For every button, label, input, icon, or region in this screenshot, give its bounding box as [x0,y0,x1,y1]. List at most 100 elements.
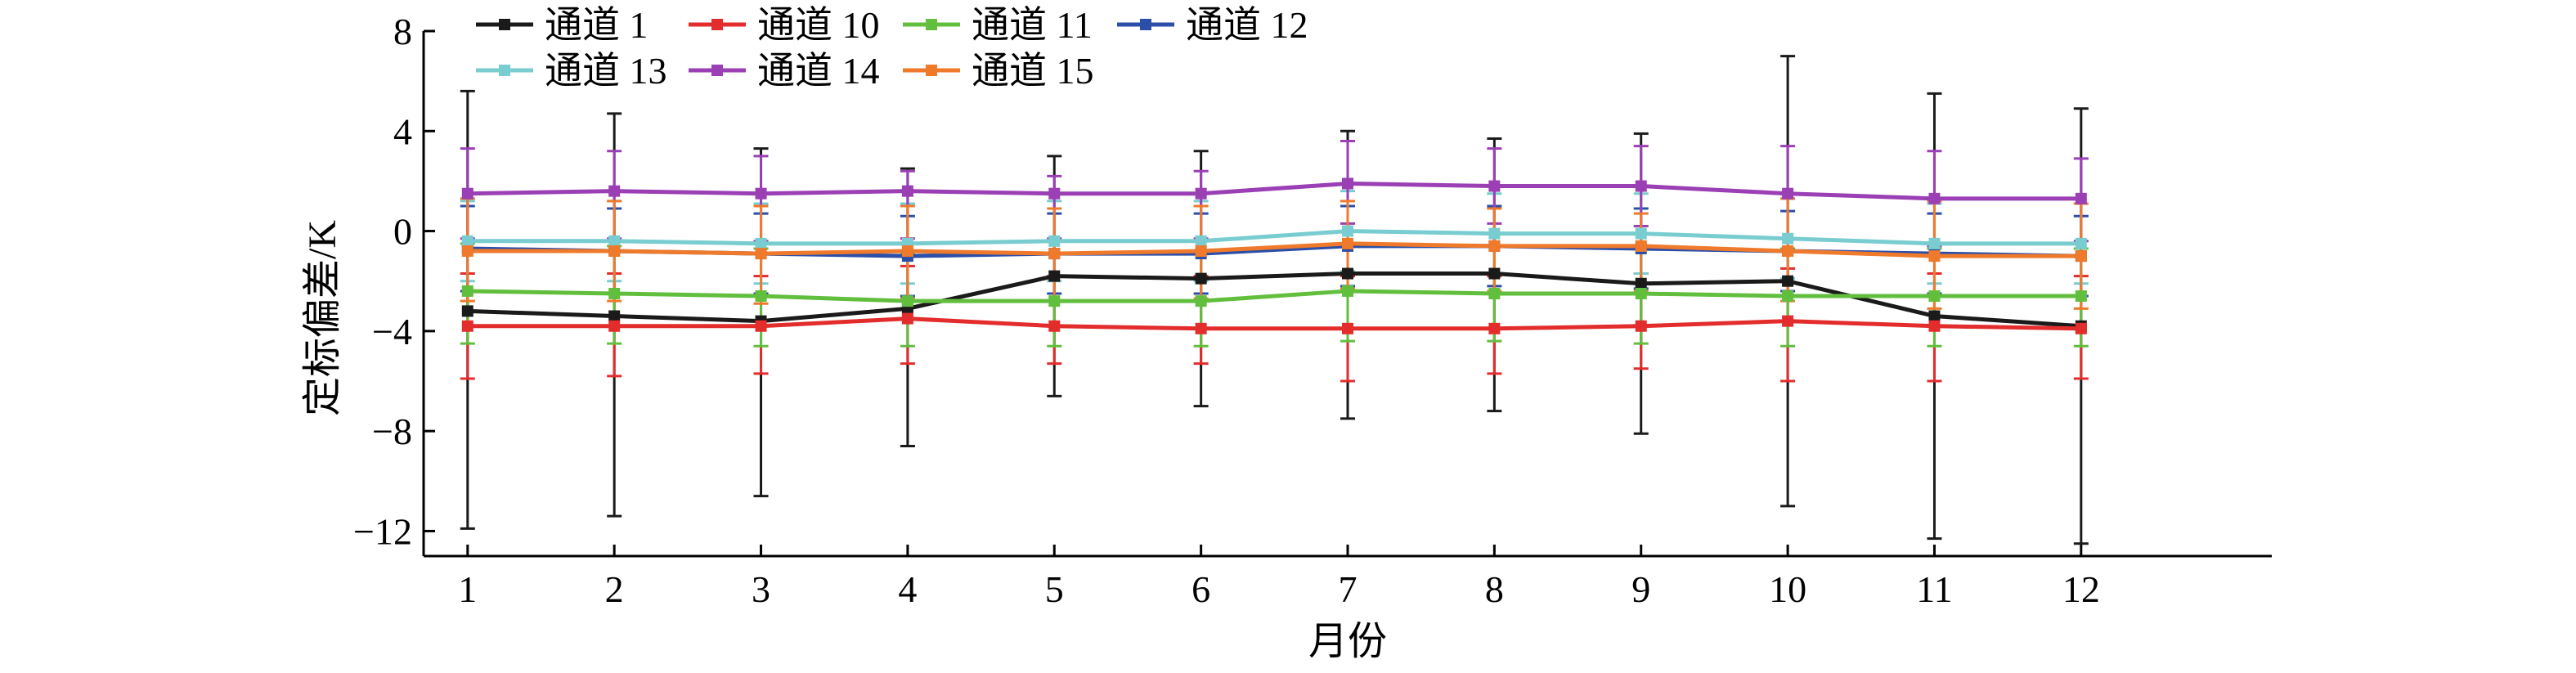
data-point [461,305,473,317]
x-tick-label: 1 [458,568,477,610]
legend-marker [926,19,937,30]
x-tick-label: 11 [1916,568,1952,610]
data-point [1635,180,1647,192]
data-point [1782,245,1794,258]
data-point [2075,322,2087,334]
data-point [1928,290,1941,303]
data-point [461,187,473,200]
data-point [608,310,621,322]
x-tick-label: 12 [2062,568,2100,610]
data-point [608,235,621,247]
markers-layer [461,177,2087,334]
legend-marker [1140,19,1151,30]
legend-label: 通道 14 [757,50,880,92]
legend-label: 通道 13 [545,50,667,92]
data-point [1635,277,1647,289]
data-point [1928,192,1941,204]
data-point [608,185,621,197]
x-tick-label: 7 [1339,568,1358,610]
data-point [1048,320,1061,332]
data-point [2075,250,2087,262]
data-point [608,320,621,332]
data-point [1635,288,1647,299]
series-line [467,271,2081,329]
series-line [467,316,2081,331]
legend-label: 通道 1 [545,4,648,46]
data-point [2075,192,2087,204]
data-point [608,245,621,258]
legend-label: 通道 10 [757,4,880,46]
data-point [608,288,621,299]
x-tick-label: 3 [752,568,770,610]
data-point [1488,240,1501,252]
y-tick-label: 4 [393,110,412,152]
x-tick-label: 8 [1485,568,1504,610]
x-tick-label: 2 [605,568,624,610]
data-point [1928,237,1941,249]
y-tick-label: 8 [393,11,412,52]
series-line [467,229,2081,246]
data-point [1048,187,1061,200]
data-point [755,248,767,260]
data-point [1195,245,1207,258]
data-point [461,235,473,247]
data-point [1342,177,1353,190]
series-line [467,181,2081,201]
data-point [1342,267,1353,280]
data-point [755,187,767,200]
data-point [901,295,913,307]
data-point [901,312,913,325]
y-axis-label: 定标偏差/K [301,220,344,416]
data-point [1488,227,1501,240]
x-axis-label: 月份 [1308,620,1387,663]
data-point [901,245,913,258]
data-point [1195,295,1207,307]
x-tick-label: 4 [898,568,917,610]
data-point [755,237,767,249]
data-point [1488,322,1501,334]
data-point [1048,248,1061,260]
data-point [1488,180,1501,192]
legend-marker [711,65,723,76]
data-point [1782,187,1794,200]
data-point [1782,315,1794,327]
x-tick-label: 5 [1045,568,1064,610]
data-point [1635,320,1647,332]
data-point [1488,288,1501,299]
data-point [1635,240,1647,252]
data-point [1782,275,1794,287]
axes-layer: 840−4−8−121 2 3 4 5 6 7 8 9 10 11 12 [353,11,2272,610]
y-tick-label: −12 [353,510,412,552]
data-point [901,185,913,197]
legend-marker [499,65,510,76]
data-point [1635,227,1647,240]
error-bars-layer [460,55,2089,545]
data-point [1928,320,1941,332]
legend-marker [926,65,937,76]
legend-marker [711,19,723,30]
data-point [755,320,767,332]
y-tick-label: −8 [372,411,412,452]
x-tick-label: 6 [1192,568,1210,610]
x-tick-label: 9 [1631,568,1650,610]
x-tick-label: 10 [1769,568,1806,610]
data-point [2075,237,2087,249]
y-tick-label: −4 [372,311,412,352]
y-tick-label: 0 [393,211,412,253]
data-point [1195,235,1207,247]
data-point [461,320,473,332]
data-point [755,290,767,303]
data-point [1928,250,1941,262]
data-point [1928,310,1941,322]
data-point [1048,295,1061,307]
legend-label: 通道 15 [972,50,1094,92]
series-lines-layer [467,181,2081,331]
data-point [2075,290,2087,303]
data-point [1048,270,1061,282]
data-point [461,285,473,297]
legend-label: 通道 11 [972,4,1093,46]
legend-label: 通道 12 [1186,4,1308,46]
series-line [467,241,2081,258]
